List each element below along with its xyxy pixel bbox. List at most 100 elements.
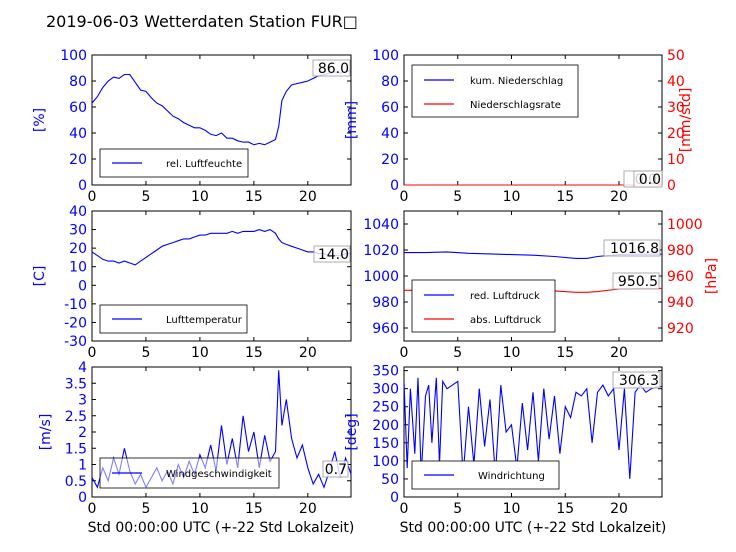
chart-3-xtick-label: 10 — [191, 345, 209, 361]
chart-5-value-box-1 — [322, 460, 349, 478]
chart-3-ylabel: [C] — [32, 266, 48, 287]
chart-5-ytick-label: 0 — [78, 490, 87, 506]
chart-2-ytick-label: 40 — [381, 126, 399, 142]
chart-2-xtick-label: 0 — [400, 189, 409, 205]
chart-2-value-box-2 — [633, 170, 663, 188]
chart-4-legend — [411, 279, 556, 333]
chart-6-ytick-label: 150 — [372, 436, 399, 452]
chart-2-ytick-label: 20 — [381, 152, 399, 168]
chart-1-xtick-label: 5 — [141, 189, 150, 205]
chart-5-ytick-label: 3.5 — [65, 376, 87, 392]
chart-6-ylabel: [deg] — [344, 413, 360, 450]
chart-1-legend — [99, 148, 249, 178]
chart-4-xtick-label: 15 — [556, 345, 574, 361]
chart-2-y2label: [mm/std] — [678, 88, 694, 153]
chart-2-y2tick-label: 10 — [667, 152, 685, 168]
chart-6-ytick-label: 350 — [372, 364, 399, 380]
chart-2-y2tick-label: 40 — [667, 74, 685, 90]
chart-6-value-label-1: 306.3 — [619, 373, 659, 389]
chart-4-ytick-label: 1020 — [363, 243, 399, 259]
chart-3-xtick-label: 15 — [245, 345, 263, 361]
chart-2-legend — [411, 64, 579, 118]
chart-5-xtick-label: 5 — [141, 501, 150, 517]
chart-4-ytick-label: 980 — [372, 295, 399, 311]
chart-6-value-box-1 — [612, 371, 661, 389]
chart-5-ylabel: [m/s] — [38, 414, 54, 451]
chart-1-xtick-label: 0 — [88, 189, 97, 205]
chart-2-xtick-label: 5 — [453, 189, 462, 205]
chart-2-ytick-label: 80 — [381, 74, 399, 90]
chart-2-y2tick-label: 50 — [667, 48, 685, 64]
chart-1-ylabel: [%] — [32, 108, 48, 132]
chart-5-ytick-label: 4 — [78, 360, 87, 376]
chart-4-value-box-1 — [603, 239, 661, 257]
chart-1-ytick-label: 100 — [60, 48, 87, 64]
chart-3-ytick-label: -30 — [64, 334, 87, 350]
chart-5-xtick-label: 10 — [191, 501, 209, 517]
chart-6-ytick-label: 250 — [372, 400, 399, 416]
chart-4-value-box-2 — [612, 272, 660, 290]
chart-1-value-label-1: 86.0 — [318, 61, 349, 77]
chart-3-ytick-label: 40 — [69, 204, 87, 220]
chart-1-ytick-label: 0 — [78, 178, 87, 194]
chart-1-xtick-label: 10 — [191, 189, 209, 205]
chart-5-xtick-label: 20 — [299, 501, 317, 517]
chart-1-ytick-label: 60 — [69, 100, 87, 116]
chart-3-ytick-label: 10 — [69, 260, 87, 276]
chart-1-value-box-1 — [312, 59, 351, 77]
chart-6-ytick-label: 100 — [372, 454, 399, 470]
chart-3-value-label-1: 14.0 — [318, 247, 349, 263]
chart-3-ytick-label: -10 — [64, 297, 87, 313]
chart-4-y2label: [hPa] — [704, 258, 720, 294]
chart-5-value-label-1: 0.7 — [325, 462, 347, 478]
chart-6-ytick-label: 200 — [372, 418, 399, 434]
chart-3-series-1-line — [91, 228, 351, 266]
chart-2-ylabel: [mm] — [344, 101, 360, 139]
chart-6-xtick-label: 20 — [610, 501, 628, 517]
chart-5-ytick-label: 2 — [78, 425, 87, 441]
chart-5-xtick-label: 15 — [245, 501, 263, 517]
xlabel-left: Std 00:00:00 UTC (+-22 Std Lokalzeit) — [88, 520, 355, 536]
chart-4-xtick-label: 20 — [610, 345, 628, 361]
chart-4-y2tick-label: 940 — [667, 295, 694, 311]
chart-2-y2tick-label: 0 — [667, 178, 676, 194]
chart-3-ytick-label: 30 — [69, 223, 87, 239]
chart-4-y2tick-label: 1000 — [667, 217, 703, 233]
chart-1-legend-label-1: rel. Luftfeuchte — [166, 159, 242, 170]
chart-6-ytick-label: 50 — [381, 472, 399, 488]
chart-2-xtick-label: 15 — [556, 189, 574, 205]
chart-4-legend-label-2: abs. Luftdruck — [470, 315, 541, 326]
chart-3-ytick-label: -20 — [64, 315, 87, 331]
chart-4-value-label-2: 950.5 — [618, 274, 658, 290]
chart-4-xtick-label: 5 — [453, 345, 462, 361]
chart-4-y2tick-label: 920 — [667, 321, 694, 337]
chart-3-value-box-1 — [313, 245, 351, 263]
chart-6-xtick-label: 15 — [556, 501, 574, 517]
chart-3-xtick-label: 20 — [299, 345, 317, 361]
chart-3-xtick-label: 0 — [88, 345, 97, 361]
chart-4-y2tick-label: 980 — [667, 243, 694, 259]
chart-2-legend-label-2: Niederschlagsrate — [470, 100, 561, 111]
chart-1-ytick-label: 40 — [69, 126, 87, 142]
chart-3-legend-label-1: Lufttemperatur — [166, 315, 243, 326]
chart-1-ytick-label: 20 — [69, 152, 87, 168]
chart-4-ytick-label: 1040 — [363, 217, 399, 233]
chart-2-xtick-label: 10 — [503, 189, 521, 205]
chart-5-xtick-label: 0 — [88, 501, 97, 517]
chart-1-series-1-line — [91, 70, 352, 146]
chart-4-legend-label-1: red. Luftdruck — [470, 291, 540, 302]
chart-6-ytick-label: 0 — [390, 490, 399, 506]
chart-2-ytick-label: 60 — [381, 100, 399, 116]
chart-6-xtick-label: 10 — [503, 501, 521, 517]
chart-5-ytick-label: 2.5 — [65, 409, 87, 425]
chart-5-ytick-label: 1.5 — [65, 441, 87, 457]
chart-5-legend-label-1: Windgeschwindigkeit — [166, 469, 272, 480]
chart-2-value-label-2: 0.0 — [639, 172, 661, 188]
chart-4-y2tick-label: 960 — [667, 269, 694, 285]
chart-6-legend-label-1: Windrichtung — [478, 471, 545, 482]
chart-6-xtick-label: 5 — [453, 501, 462, 517]
chart-6-series-1-line — [403, 377, 663, 479]
chart-5-ytick-label: 0.5 — [65, 474, 87, 490]
chart-1-xtick-label: 15 — [245, 189, 263, 205]
